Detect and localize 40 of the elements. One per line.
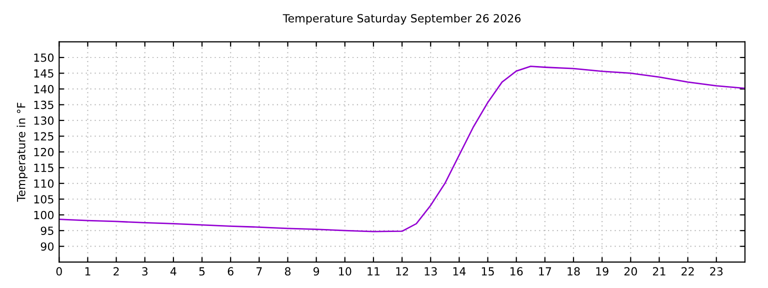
x-tick-label: 12 — [396, 267, 408, 276]
y-tick-label: 145 — [34, 69, 54, 78]
y-axis-title: Temperature in °F — [16, 102, 28, 202]
y-tick-label: 100 — [34, 210, 54, 220]
x-tick-label: 18 — [568, 267, 580, 276]
x-tick-label: 13 — [424, 267, 437, 276]
x-tick-label: 20 — [624, 267, 637, 276]
x-tick-label: 1 — [85, 267, 90, 276]
y-tick-label: 150 — [34, 53, 54, 62]
y-tick-label: 130 — [34, 116, 54, 125]
x-tick-label: 3 — [142, 267, 148, 276]
x-tick-label: 10 — [339, 267, 352, 276]
x-tick-label: 5 — [199, 267, 205, 276]
x-tick-label: 2 — [114, 267, 119, 276]
y-tick-label: 120 — [34, 148, 54, 156]
y-tick-label: 125 — [34, 132, 54, 141]
y-tick-label: 105 — [34, 195, 54, 204]
x-tick-label: 17 — [539, 267, 552, 276]
x-tick-label: 23 — [710, 267, 723, 276]
x-tick-label: 7 — [256, 267, 262, 276]
y-tick-label: 135 — [34, 100, 54, 110]
x-tick-label: 19 — [596, 267, 608, 276]
x-tick-label: 14 — [453, 267, 466, 276]
y-tick-label: 140 — [34, 84, 54, 94]
x-tick-label: 11 — [368, 267, 380, 276]
y-tick-label: 115 — [34, 164, 54, 172]
x-tick-label: 8 — [284, 267, 291, 276]
x-tick-label: 9 — [313, 267, 320, 276]
y-tick-label: 95 — [40, 226, 54, 235]
line-series — [59, 66, 745, 232]
x-tick-label: 0 — [56, 267, 62, 276]
x-tick-label: 6 — [228, 267, 234, 276]
x-tick-label: 22 — [682, 267, 694, 276]
x-tick-label: 15 — [482, 267, 494, 276]
x-tick-label: 21 — [652, 267, 666, 276]
x-tick-label: 4 — [170, 267, 176, 276]
chart-title: Temperature Saturday September 26 2026 — [282, 14, 521, 25]
y-tick-label: 90 — [40, 242, 54, 251]
x-tick-label: 16 — [510, 267, 523, 276]
y-tick-label: 110 — [34, 179, 54, 188]
